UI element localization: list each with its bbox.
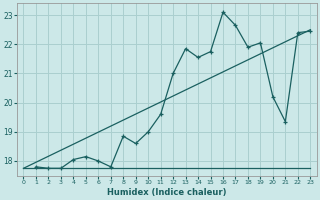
X-axis label: Humidex (Indice chaleur): Humidex (Indice chaleur) (107, 188, 227, 197)
